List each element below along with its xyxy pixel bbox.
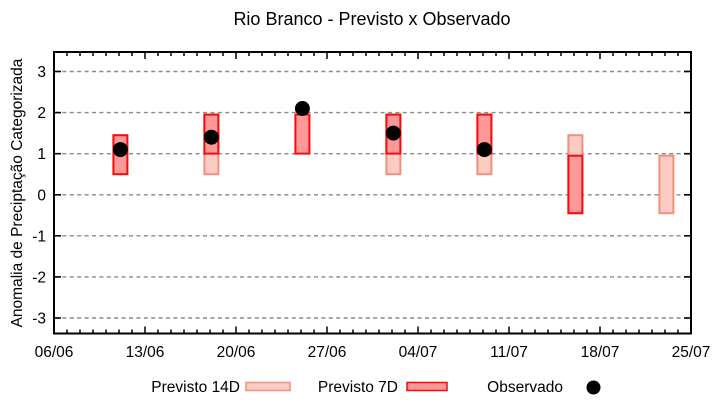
observed-dot [385, 125, 401, 141]
chart-title: Rio Branco - Previsto x Observado [233, 9, 510, 29]
x-tick-label: 11/07 [490, 344, 528, 361]
x-tick-label: 06/06 [35, 344, 74, 361]
legend-swatch-previsto-7d [406, 381, 448, 392]
x-tick-label: 18/07 [581, 344, 620, 361]
observed-dot [294, 101, 310, 116]
observed-dot [112, 142, 128, 158]
x-tick-label: 27/06 [308, 344, 347, 361]
legend-label-previsto-7d: Previsto 7D [318, 379, 398, 396]
axis-ticks [53, 52, 692, 334]
y-tick-label: -1 [32, 228, 46, 245]
forecast-14d-bar [658, 154, 675, 215]
y-tick-label: -2 [32, 269, 46, 286]
forecast-7d-bar [294, 113, 311, 155]
observed-dot [203, 129, 219, 145]
legend-label-observado: Observado [487, 379, 563, 396]
y-tick-label: 1 [37, 146, 46, 163]
axis-tick-labels: 3 2 1 0 -1 -2 -3 06/06 13/06 20/06 27/06 04/07 11/07… [32, 64, 710, 361]
y-tick-label: -3 [32, 311, 46, 328]
forecast-7d-bar [567, 154, 584, 215]
observed-dots [112, 101, 492, 158]
legend-swatch-previsto-14d [245, 381, 291, 392]
y-tick-label: 3 [37, 64, 46, 81]
observed-dot [476, 142, 492, 158]
gridlines [55, 70, 690, 319]
legend-label-previsto-14d: Previsto 14D [151, 379, 240, 396]
legend-marker-observado [586, 380, 601, 395]
x-tick-label: 04/07 [399, 344, 438, 361]
x-tick-label: 13/06 [126, 344, 165, 361]
y-axis-label: Anomalia de Preciptação Categorizada [9, 58, 26, 327]
x-tick-label: 25/07 [672, 344, 711, 361]
y-tick-label: 0 [37, 187, 46, 204]
x-tick-label: 20/06 [217, 344, 256, 361]
plot-border [53, 51, 692, 335]
y-tick-label: 2 [37, 105, 46, 122]
legend: Previsto 14D Previsto 7D Observado [151, 379, 601, 396]
